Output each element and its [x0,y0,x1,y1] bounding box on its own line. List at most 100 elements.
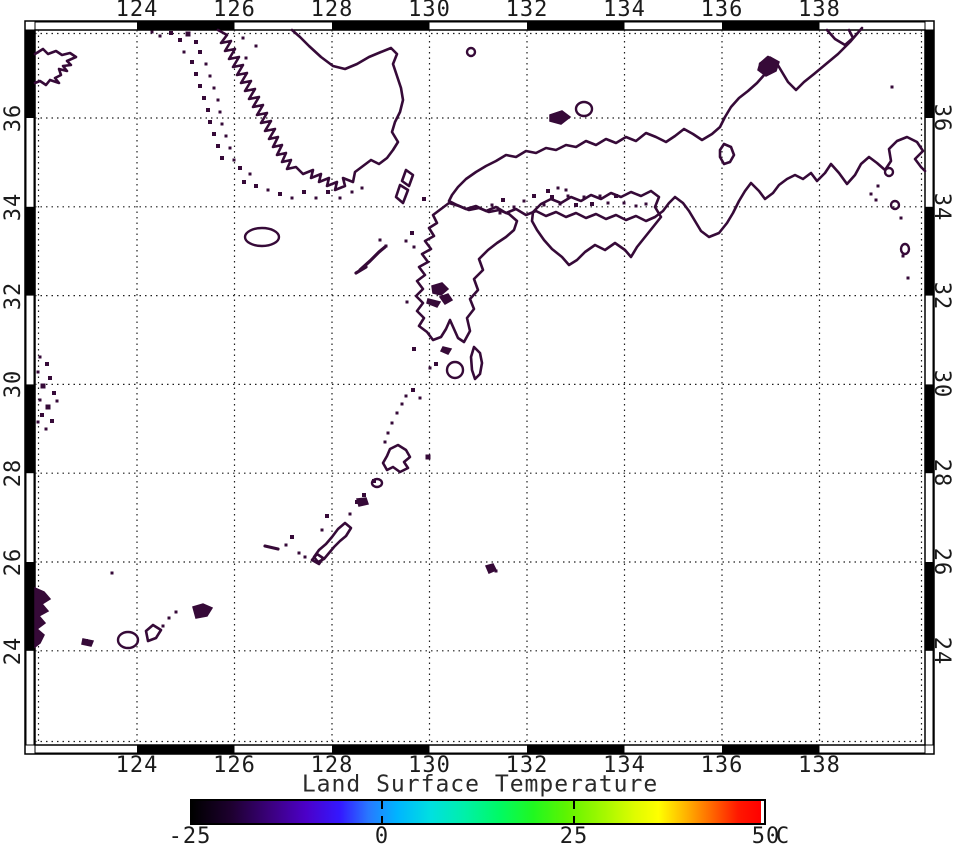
colorbar-label: 50 [751,824,781,849]
tick-label-top: 130 [408,0,451,22]
island-dot [412,347,416,351]
island-dot [242,180,246,184]
coastline-taiwan-north [34,586,52,649]
coastline-lake-biwa [718,142,736,166]
colorbar-tick [381,801,383,809]
island-dot [161,624,165,628]
island-dot [890,85,894,89]
island-dot [212,132,216,136]
island-dot [248,172,252,176]
island-dot [590,202,594,206]
coastline-miyako [192,603,214,619]
island-dot [876,184,880,188]
frame-segment [527,745,625,753]
island-dot [190,60,194,64]
colorbar-gradient [192,801,761,823]
island-dot [48,376,52,380]
tick-label-left: 24 [1,636,26,666]
frame-segment [332,22,430,30]
island-dot [550,195,554,199]
coastline-kume [263,544,280,551]
island-dot [208,120,212,124]
island-dot [386,431,390,435]
island-ring-miyakejima [889,199,901,211]
island-dot [622,201,626,205]
island-dot [428,366,432,370]
island-dot [901,254,905,258]
island-dot [383,440,387,444]
island-dot [278,192,282,196]
island-dot [244,56,248,60]
frame-segment [26,384,34,474]
island-dot [158,34,162,38]
frame-segment [722,22,820,30]
island-dot [198,50,202,54]
island-dot [220,122,224,126]
frame-segment [722,745,820,753]
island-dot [290,535,294,539]
island-dot [45,404,51,410]
tick-label-bottom: 132 [505,753,549,778]
island-dot [169,31,173,35]
island-dot [216,144,220,148]
island-dot [52,391,56,395]
island-dot [634,204,638,208]
frame-segment [925,206,933,296]
frame-segment [527,22,625,30]
tick-label-top: 132 [505,0,549,22]
island-dot [204,62,208,66]
tick-label-top: 126 [213,0,256,22]
island-dot [254,184,258,188]
tick-label-top: 128 [310,0,354,22]
island-dot [198,84,202,88]
island-dot [362,493,366,497]
island-dot [202,96,206,100]
island-dot [228,146,232,150]
tick-label-bottom: 134 [603,753,646,778]
island-dot [372,479,376,483]
tick-label-bottom: 138 [798,753,841,778]
island-dot [36,370,40,374]
island-dot [284,543,288,547]
colorbar-label: -25 [168,824,212,849]
coastline-amakusa-1 [431,282,450,296]
island-dot [194,72,198,76]
island-dot [606,201,610,205]
tick-label-left: 32 [1,281,26,310]
island-dot [216,98,220,102]
tick-label-left: 28 [1,458,26,488]
island-dot [494,569,498,573]
tick-label-right: 28 [929,458,954,488]
island-dot [302,190,306,194]
tick-label-right: 30 [929,370,954,399]
island-dot [522,199,526,203]
tick-label-right: 26 [929,547,954,577]
plot-border [34,29,926,746]
island-ring-izu-oshima [883,166,895,178]
island-dot [546,189,550,193]
tick-label-bottom: 130 [408,753,451,778]
colorbar-tick [381,816,383,824]
island-dot [212,86,216,90]
island-dot [326,190,330,194]
island-dot [178,38,182,42]
island-dot [290,196,294,200]
island-dot [314,196,318,200]
frame-segment [332,745,430,753]
island-dot [558,202,562,206]
island-dot [400,402,404,406]
island-dot [218,110,222,114]
island-dot [167,616,171,620]
island-ring-yakushima [445,360,465,380]
island-dot [38,398,42,402]
tick-label-left: 30 [1,370,26,399]
island-dot [40,413,44,417]
island-dot [490,203,494,207]
tick-label-right: 32 [929,281,954,310]
island-dot [350,190,354,194]
colorbar-label: 0 [374,824,390,849]
tick-label-right: 24 [929,636,954,666]
island-dot [110,571,114,575]
